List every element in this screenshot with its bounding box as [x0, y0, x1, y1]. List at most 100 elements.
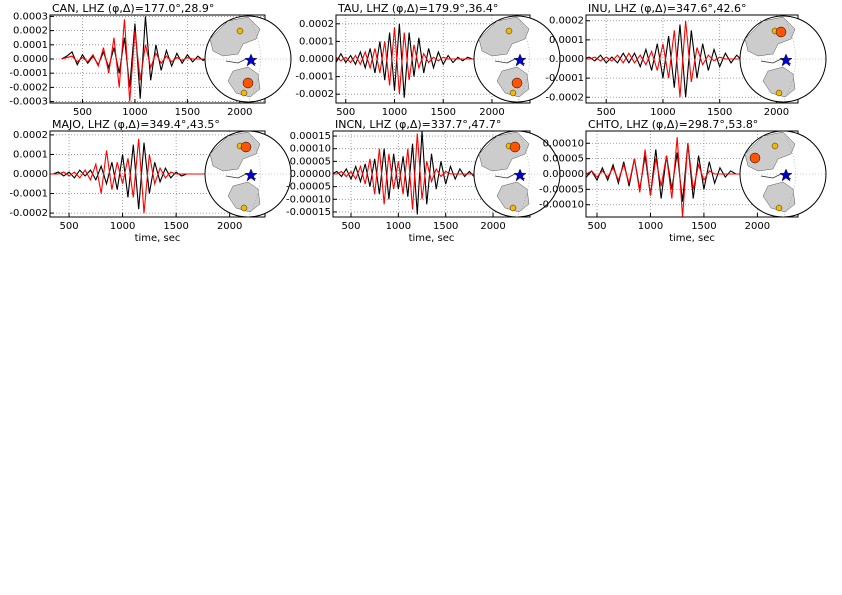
y-tick-label: 0.00005 — [543, 154, 584, 165]
panel-title: TAU, LHZ (φ,Δ)=179.9°,36.4° — [337, 2, 498, 15]
x-tick-label: 500 — [587, 221, 606, 232]
station — [240, 204, 248, 212]
y-tick-label: 0.0001 — [13, 149, 48, 160]
x-tick-label: 1500 — [691, 221, 716, 232]
event-star — [244, 53, 258, 67]
x-tick-label: 1000 — [650, 107, 675, 118]
station — [509, 89, 517, 97]
station-selected — [242, 77, 254, 89]
y-tick-label: -0.00015 — [286, 207, 331, 218]
waveform — [586, 20, 766, 98]
station-selected — [775, 26, 787, 38]
y-tick-label: 0.0002 — [13, 26, 48, 37]
event-star — [244, 168, 258, 182]
y-tick-label: 0.00000 — [543, 169, 584, 180]
x-tick-label: 1500 — [431, 107, 456, 118]
panel-title: INU, LHZ (φ,Δ)=347.6°,42.6° — [588, 2, 747, 15]
x-axis-label: time, sec — [409, 233, 455, 244]
y-tick-label: -0.0002 — [295, 89, 334, 100]
x-tick-label: 1500 — [707, 107, 732, 118]
y-tick-label: -0.00010 — [539, 200, 584, 211]
y-tick-label: -0.0002 — [9, 82, 48, 93]
station-selected — [511, 77, 523, 89]
landmass — [478, 131, 530, 172]
x-tick-label: 2000 — [764, 107, 789, 118]
y-tick-label: 0.00000 — [290, 169, 331, 180]
landmass — [762, 181, 796, 213]
x-tick-label: 1000 — [122, 107, 147, 118]
y-tick-label: 0.0001 — [549, 35, 584, 46]
station-selected — [509, 141, 521, 153]
y-tick-label: -0.0001 — [9, 68, 48, 79]
x-tick-label: 2000 — [479, 107, 504, 118]
x-tick-label: 2000 — [227, 107, 252, 118]
y-tick-label: 0.0000 — [299, 54, 334, 65]
x-tick-label: 2000 — [745, 221, 770, 232]
event-star — [779, 168, 793, 182]
station — [771, 142, 779, 150]
panel-title: CAN, LHZ (φ,Δ)=177.0°,28.9° — [52, 2, 214, 15]
landmass — [209, 16, 261, 57]
globe — [739, 15, 827, 103]
globe — [473, 130, 561, 218]
y-tick-label: -0.00005 — [286, 182, 331, 193]
y-tick-label: 0.00010 — [290, 144, 331, 155]
station-selected — [749, 152, 761, 164]
y-tick-label: -0.0003 — [9, 97, 48, 108]
x-tick-label: 2000 — [217, 221, 242, 232]
x-tick-label: 1000 — [382, 107, 407, 118]
x-tick-label: 1500 — [163, 221, 188, 232]
y-tick-label: 0.0001 — [13, 40, 48, 51]
waveform — [50, 138, 219, 214]
panel-title: CHTO, LHZ (φ,Δ)=298.7°,53.8° — [588, 118, 758, 131]
landmass — [209, 131, 261, 172]
waveform — [61, 16, 230, 99]
y-tick-label: 0.0001 — [299, 36, 334, 47]
y-tick-label: -0.0002 — [545, 92, 584, 103]
waveform — [333, 131, 484, 215]
landmass — [478, 16, 530, 57]
globe — [204, 130, 292, 218]
station — [509, 204, 517, 212]
globe — [204, 15, 292, 103]
event-star — [513, 168, 527, 182]
y-tick-label: -0.0001 — [295, 72, 334, 83]
x-axis-label: time, sec — [669, 233, 715, 244]
y-tick-label: -0.00010 — [286, 194, 331, 205]
x-tick-label: 1500 — [175, 107, 200, 118]
waveform — [333, 133, 484, 210]
x-tick-label: 2000 — [480, 221, 505, 232]
y-tick-label: 0.0002 — [13, 130, 48, 141]
waveform — [50, 142, 219, 210]
waveform — [586, 143, 747, 202]
y-tick-label: 0.00015 — [290, 131, 331, 142]
x-tick-label: 500 — [336, 107, 355, 118]
y-tick-label: -0.0001 — [545, 73, 584, 84]
waveform — [336, 27, 483, 95]
y-tick-label: -0.00005 — [539, 184, 584, 195]
y-tick-label: -0.0001 — [9, 189, 48, 200]
event-star — [513, 53, 527, 67]
globe — [739, 130, 827, 218]
y-tick-label: 0.00010 — [543, 138, 584, 149]
station-selected — [240, 141, 252, 153]
station — [775, 204, 783, 212]
y-tick-label: 0.0000 — [549, 54, 584, 65]
station — [505, 27, 513, 35]
x-tick-label: 1500 — [433, 221, 458, 232]
x-tick-label: 1000 — [638, 221, 663, 232]
y-tick-label: -0.0002 — [9, 208, 48, 219]
x-tick-label: 1000 — [110, 221, 135, 232]
y-tick-label: 0.0000 — [13, 54, 48, 65]
station — [236, 27, 244, 35]
x-tick-label: 500 — [73, 107, 92, 118]
x-tick-label: 1000 — [386, 221, 411, 232]
waveform — [586, 137, 747, 217]
panel-title: MAJO, LHZ (φ,Δ)=349.4°,43.5° — [52, 118, 220, 131]
y-tick-label: 0.0000 — [13, 169, 48, 180]
landmass — [744, 16, 796, 57]
panel-title: INCN, LHZ (φ,Δ)=337.7°,47.7° — [335, 118, 501, 131]
y-tick-label: 0.0002 — [549, 16, 584, 27]
x-tick-label: 500 — [341, 221, 360, 232]
